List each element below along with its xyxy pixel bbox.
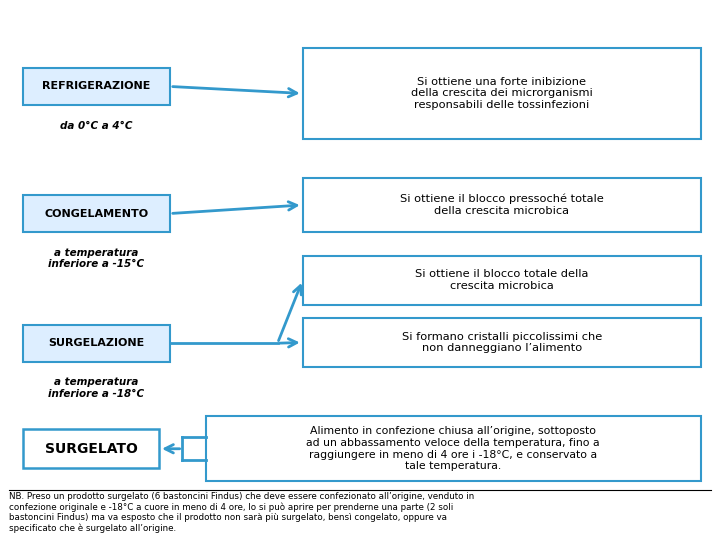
Text: REFRIGERAZIONE: REFRIGERAZIONE [42,82,150,91]
FancyBboxPatch shape [302,48,701,139]
Text: a temperatura
inferiore a -15°C: a temperatura inferiore a -15°C [48,248,145,269]
Text: a temperatura
inferiore a -18°C: a temperatura inferiore a -18°C [48,377,145,399]
Text: Si ottiene il blocco pressoché totale
della crescita microbica: Si ottiene il blocco pressoché totale de… [400,194,603,216]
Text: Alimento in confezione chiusa all’origine, sottoposto
ad un abbassamento veloce : Alimento in confezione chiusa all’origin… [307,427,600,471]
Text: Si ottiene una forte inibizione
della crescita dei microrganismi
responsabili de: Si ottiene una forte inibizione della cr… [411,77,593,110]
FancyBboxPatch shape [302,318,701,367]
FancyBboxPatch shape [23,429,159,468]
FancyBboxPatch shape [23,195,170,232]
Text: SURGELATO: SURGELATO [45,442,138,456]
Text: NB. Preso un prodotto surgelato (6 bastoncini Findus) che deve essere confeziona: NB. Preso un prodotto surgelato (6 basto… [9,491,474,533]
Text: Si formano cristalli piccolissimi che
non danneggiano l’alimento: Si formano cristalli piccolissimi che no… [402,332,602,353]
FancyBboxPatch shape [23,68,170,105]
FancyBboxPatch shape [23,325,170,362]
FancyBboxPatch shape [302,178,701,232]
FancyBboxPatch shape [206,416,701,481]
FancyBboxPatch shape [302,255,701,305]
Text: CONGELAMENTO: CONGELAMENTO [45,208,148,219]
Text: da 0°C a 4°C: da 0°C a 4°C [60,120,132,131]
Text: SURGELAZIONE: SURGELAZIONE [48,338,145,348]
Text: Si ottiene il blocco totale della
crescita microbica: Si ottiene il blocco totale della cresci… [415,269,588,291]
